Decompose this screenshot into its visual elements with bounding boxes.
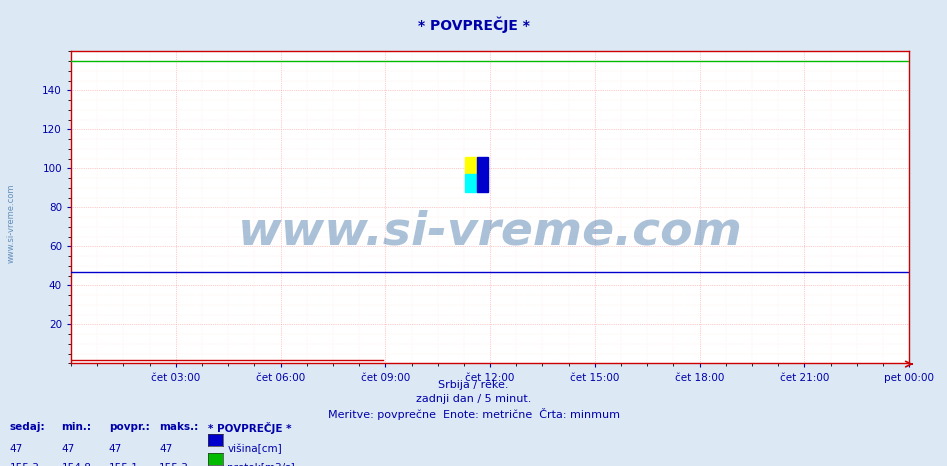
Text: 47: 47 <box>62 444 75 454</box>
Text: sedaj:: sedaj: <box>9 422 45 432</box>
Text: Meritve: povprečne  Enote: metrične  Črta: minmum: Meritve: povprečne Enote: metrične Črta:… <box>328 408 619 420</box>
Text: * POVPREČJE *: * POVPREČJE * <box>418 16 529 33</box>
Text: zadnji dan / 5 minut.: zadnji dan / 5 minut. <box>416 394 531 404</box>
Text: Srbija / reke.: Srbija / reke. <box>438 380 509 390</box>
Text: www.si-vreme.com: www.si-vreme.com <box>7 184 16 263</box>
Bar <box>465 174 476 192</box>
Text: 155,1: 155,1 <box>109 463 139 466</box>
Text: 155,3: 155,3 <box>9 463 40 466</box>
Text: 155,3: 155,3 <box>159 463 189 466</box>
Text: povpr.:: povpr.: <box>109 422 150 432</box>
Text: višina[cm]: višina[cm] <box>227 444 282 454</box>
Bar <box>476 157 489 192</box>
Text: pretok[m3/s]: pretok[m3/s] <box>227 463 295 466</box>
Text: * POVPREČJE *: * POVPREČJE * <box>208 422 292 434</box>
Bar <box>465 157 476 174</box>
Text: www.si-vreme.com: www.si-vreme.com <box>238 210 742 255</box>
Text: 47: 47 <box>159 444 172 454</box>
Text: min.:: min.: <box>62 422 92 432</box>
Text: 47: 47 <box>109 444 122 454</box>
Text: 154,8: 154,8 <box>62 463 92 466</box>
Text: maks.:: maks.: <box>159 422 198 432</box>
Text: 47: 47 <box>9 444 23 454</box>
